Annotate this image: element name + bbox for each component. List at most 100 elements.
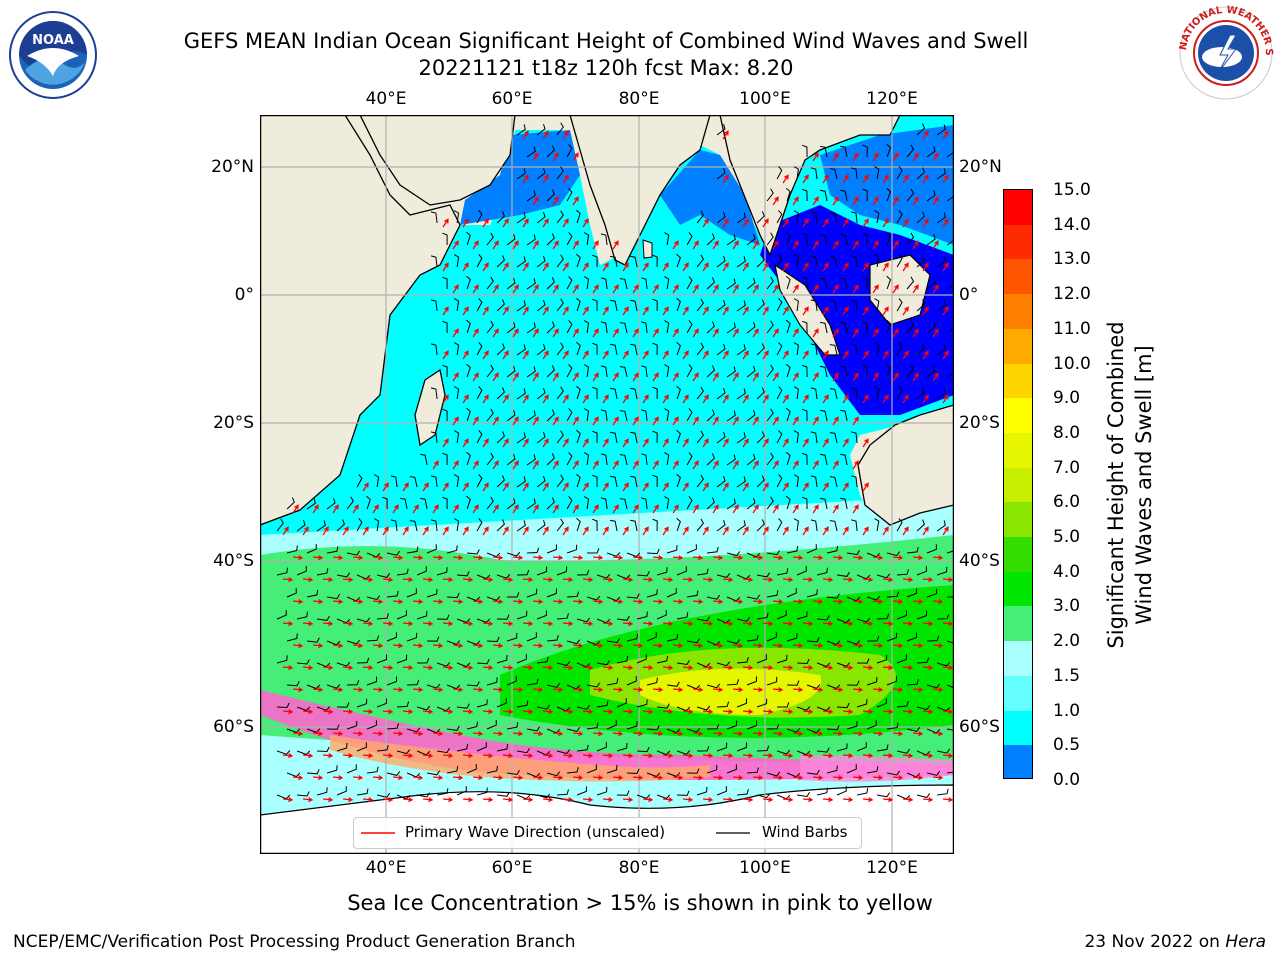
wave-direction-arrow [842, 218, 849, 228]
wave-direction-arrow [763, 709, 774, 715]
lon-tick-bottom: 80°E [618, 858, 660, 878]
wind-barb [507, 592, 520, 598]
wave-direction-arrow [672, 372, 679, 382]
wave-direction-arrow [812, 196, 819, 206]
wave-direction-arrow [643, 621, 654, 627]
colorbar-label: 7.0 [1053, 457, 1081, 478]
wave-direction-arrow [743, 709, 754, 715]
wind-barb [652, 474, 658, 488]
wind-barb [306, 684, 321, 690]
wave-direction-arrow [892, 152, 899, 162]
wave-direction-arrow [932, 372, 939, 382]
wave-direction-arrow [723, 753, 734, 759]
wind-barb [756, 793, 771, 799]
wind-barb [706, 409, 715, 422]
wind-barb [586, 595, 601, 601]
wind-barb [916, 610, 928, 620]
wave-direction-arrow [673, 775, 684, 781]
wind-barb [676, 253, 681, 268]
wave-direction-arrow [462, 218, 469, 228]
wave-direction-arrow [893, 687, 904, 693]
colorbar-title-line2: Wind Waves and Swell [m] [1132, 345, 1156, 625]
wind-barb [793, 342, 799, 356]
wave-direction-arrow [853, 731, 864, 737]
wave-direction-arrow [582, 306, 589, 316]
wave-direction-arrow [793, 775, 804, 781]
wave-direction-arrow [333, 555, 344, 561]
wind-barb [785, 407, 791, 422]
wave-direction-arrow [513, 731, 524, 737]
wind-barb [857, 658, 870, 664]
wind-barb [610, 255, 618, 268]
wave-direction-arrow [583, 665, 594, 671]
wind-barb [567, 591, 580, 598]
wave-direction-arrow [893, 731, 904, 737]
wind-barb [430, 343, 438, 356]
wind-barb [796, 611, 808, 620]
wave-direction-arrow [782, 218, 789, 228]
wind-barb [592, 298, 598, 312]
wind-barb [937, 788, 949, 796]
wind-barb [874, 298, 880, 312]
wave-direction-arrow [482, 306, 489, 316]
wave-direction-arrow [302, 526, 309, 536]
wave-direction-arrow [712, 240, 719, 250]
wave-direction-arrow [663, 709, 674, 715]
wave-direction-arrow [463, 709, 474, 715]
wind-barb [456, 743, 469, 752]
wave-direction-arrow [852, 460, 859, 470]
wave-direction-arrow [443, 753, 454, 759]
wave-direction-arrow [582, 218, 589, 228]
wave-direction-arrow [623, 621, 634, 627]
wave-direction-arrow [293, 599, 304, 605]
wind-barb [536, 566, 548, 576]
wave-direction-arrow [713, 775, 724, 781]
wave-direction-arrow [822, 174, 829, 184]
wind-barb [457, 571, 470, 577]
wave-direction-arrow [613, 731, 624, 737]
wind-barb [757, 745, 770, 752]
wave-direction-arrow [493, 731, 504, 737]
wave-direction-arrow [833, 687, 844, 693]
wind-barb [296, 706, 311, 712]
wind-barb [785, 451, 791, 466]
wave-direction-arrow [832, 240, 839, 250]
wave-direction-arrow [463, 577, 474, 583]
wave-direction-arrow [773, 555, 784, 561]
wave-direction-arrow [313, 775, 324, 781]
wind-barb [307, 769, 320, 775]
wave-direction-arrow [393, 555, 404, 561]
wave-direction-arrow [433, 687, 444, 693]
wind-barb [496, 255, 505, 268]
wind-barb [276, 610, 287, 620]
wave-direction-arrow [363, 665, 374, 671]
wave-direction-arrow [293, 731, 304, 737]
wave-direction-arrow [342, 526, 349, 536]
wind-barb [442, 452, 448, 466]
wave-direction-arrow [883, 621, 894, 627]
wave-direction-arrow [822, 262, 829, 272]
wind-barb [516, 344, 526, 356]
wave-direction-arrow [753, 599, 764, 605]
wave-direction-arrow [502, 526, 509, 536]
wind-barb [454, 210, 460, 224]
wind-barb [850, 387, 858, 400]
wind-barb [592, 518, 598, 532]
wind-barb [566, 544, 578, 554]
wind-barb [456, 662, 471, 668]
wind-barb [454, 474, 460, 488]
wind-barb [336, 519, 345, 532]
wind-barb [486, 408, 494, 422]
wind-barb [427, 636, 440, 642]
wave-direction-arrow [692, 240, 699, 250]
wind-barb [802, 320, 808, 334]
wave-direction-arrow [822, 350, 829, 360]
wave-direction-arrow [622, 438, 629, 448]
wind-barb [306, 728, 321, 733]
wave-direction-layer [282, 130, 954, 803]
wave-direction-arrow [612, 504, 619, 514]
colorbar-band [1004, 328, 1032, 365]
wave-direction-arrow [763, 621, 774, 627]
wave-direction-arrow [532, 240, 539, 250]
wind-barb [619, 498, 628, 510]
